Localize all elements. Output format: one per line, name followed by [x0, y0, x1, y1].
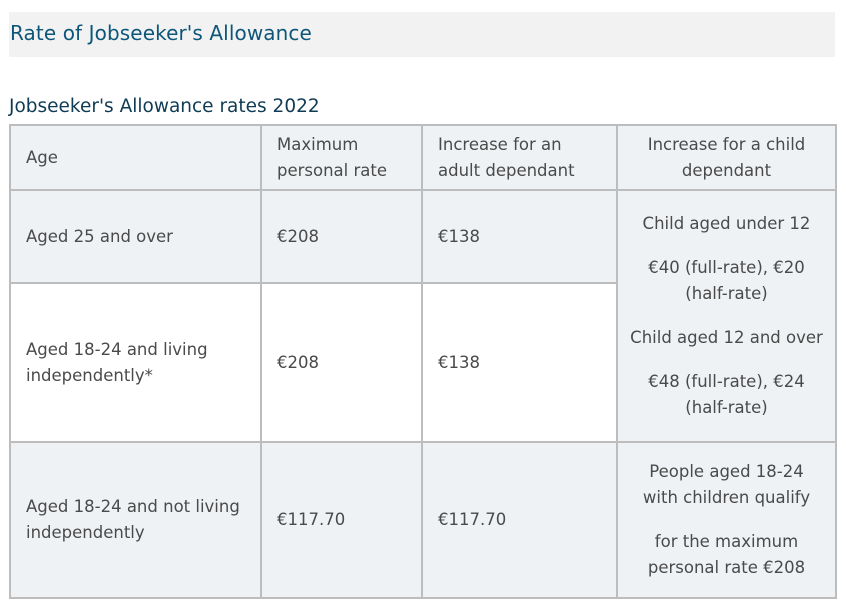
- cell-adult-dependant: €138: [421, 282, 618, 443]
- adult-dependant-value: €138: [438, 352, 480, 372]
- table-row: Aged 18-24 and not living independently …: [9, 441, 837, 599]
- header-max-personal-rate-line2: personal rate: [277, 160, 388, 180]
- header-age: Age: [9, 124, 262, 191]
- age-label-line2: independently: [26, 523, 145, 542]
- max-personal-rate-value: €208: [277, 352, 319, 372]
- header-adult-dependant-line1: Increase for an: [438, 134, 562, 154]
- header-child-dependant-line2: dependant: [681, 160, 772, 180]
- section-heading: Rate of Jobseeker's Allowance: [10, 21, 312, 45]
- rates-table: Age Maximum personal rate Increase for a…: [9, 124, 837, 599]
- child-under-12-rate-line1: €40 (full-rate), €20: [648, 258, 805, 277]
- cell-child-dependant-merged: Child aged under 12 €40 (full-rate), €20…: [616, 189, 837, 443]
- header-age-label: Age: [26, 147, 58, 167]
- cell-adult-dependant: €117.70: [421, 441, 618, 599]
- header-adult-dependant-line2: adult dependant: [438, 160, 575, 180]
- table-caption: Jobseeker's Allowance rates 2022: [9, 96, 320, 117]
- cell-child-dependant: People aged 18-24 with children qualify …: [616, 441, 837, 599]
- adult-dependant-value: €138: [438, 226, 480, 246]
- header-adult-dependant: Increase for an adult dependant: [421, 124, 618, 191]
- child-over-12-label: Child aged 12 and over: [630, 328, 823, 347]
- cell-adult-dependant: €138: [421, 189, 618, 284]
- age-label-line1: Aged 18-24 and living: [26, 339, 208, 359]
- cell-max-personal-rate: €117.70: [260, 441, 423, 599]
- age-label: Aged 25 and over: [26, 226, 173, 246]
- child-note-line3: for the maximum: [654, 532, 799, 551]
- header-max-personal-rate: Maximum personal rate: [260, 124, 423, 191]
- max-personal-rate-value: €117.70: [277, 510, 346, 529]
- child-under-12-label: Child aged under 12: [642, 214, 811, 233]
- table-row: Aged 25 and over €208 €138 Child aged un…: [9, 189, 837, 443]
- child-note-line4: personal rate €208: [647, 558, 806, 577]
- header-max-personal-rate-line1: Maximum: [277, 134, 359, 154]
- cell-max-personal-rate: €208: [260, 189, 423, 284]
- section-heading-bar: Rate of Jobseeker's Allowance: [9, 12, 835, 57]
- child-over-12-rate-line1: €48 (full-rate), €24: [648, 372, 805, 391]
- child-under-12-rate-line2: (half-rate): [685, 284, 768, 303]
- header-child-dependant-line1: Increase for a child: [647, 134, 806, 154]
- child-over-12-rate-line2: (half-rate): [685, 398, 768, 417]
- cell-age: Aged 18-24 and living independently*: [9, 282, 262, 443]
- age-label-line1: Aged 18-24 and not living: [26, 497, 240, 516]
- cell-age: Aged 18-24 and not living independently: [9, 441, 262, 599]
- cell-age: Aged 25 and over: [9, 189, 262, 284]
- header-child-dependant: Increase for a child dependant: [616, 124, 837, 191]
- table-header-row: Age Maximum personal rate Increase for a…: [9, 124, 837, 191]
- cell-max-personal-rate: €208: [260, 282, 423, 443]
- child-note-line2: with children qualify: [642, 488, 811, 507]
- child-note-line1: People aged 18-24: [649, 462, 804, 481]
- adult-dependant-value: €117.70: [438, 510, 507, 529]
- age-label-line2: independently*: [26, 365, 153, 385]
- max-personal-rate-value: €208: [277, 226, 319, 246]
